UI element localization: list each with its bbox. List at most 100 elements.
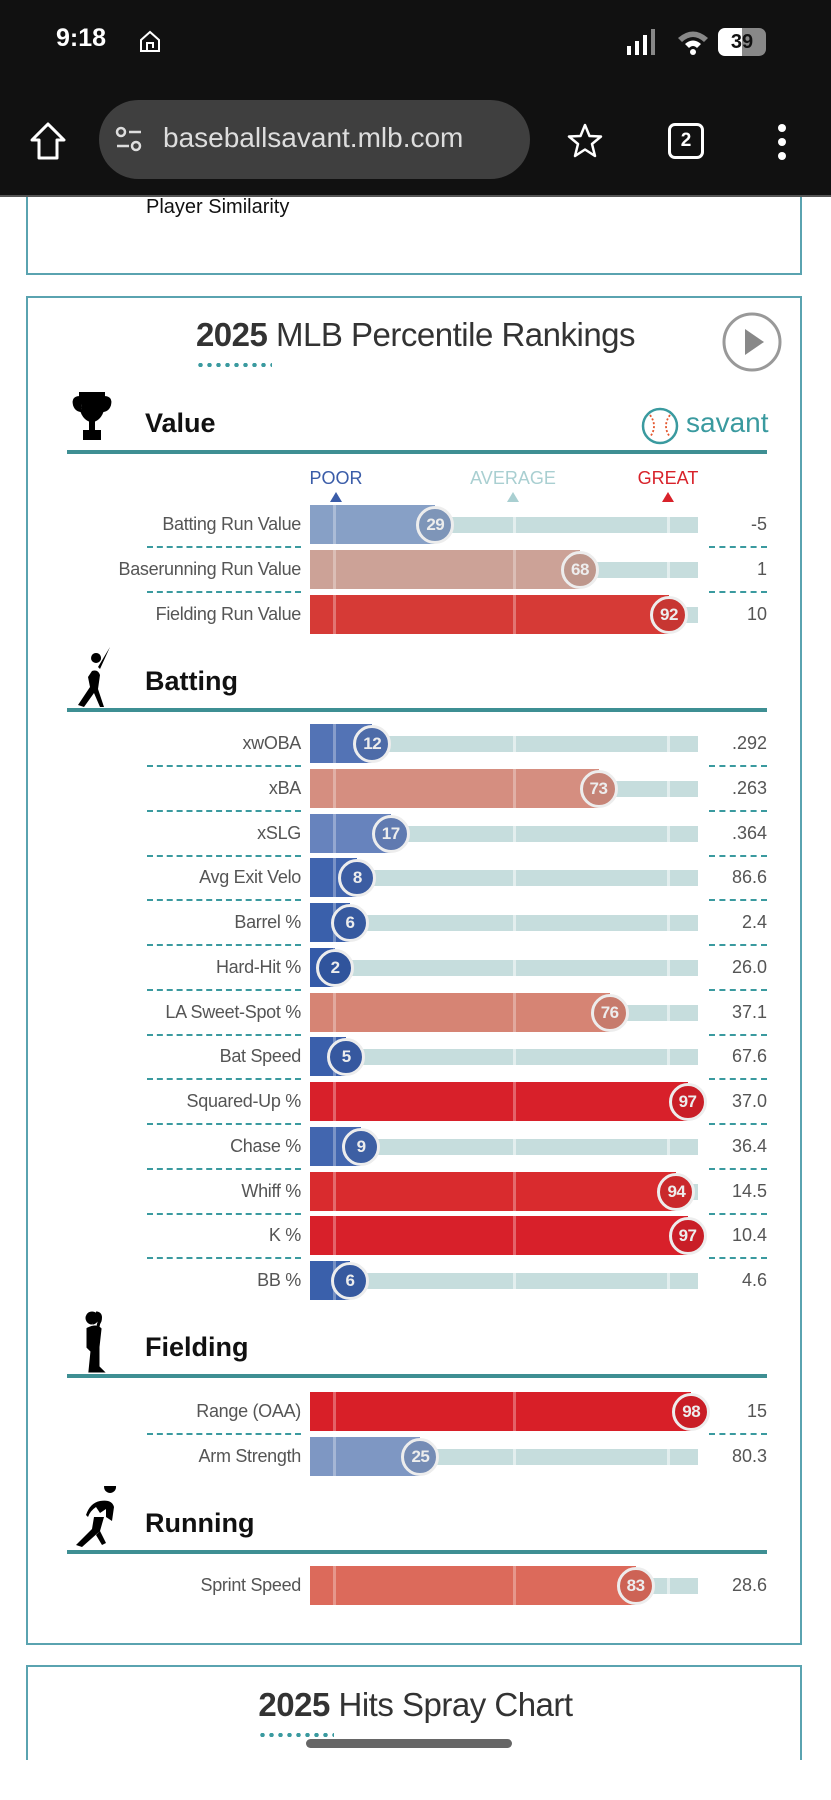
poor-gridline (333, 1392, 336, 1431)
percentile-badge: 29 (416, 506, 455, 544)
great-gridline (667, 825, 670, 842)
percentile-bar (310, 1566, 636, 1605)
percentile-row[interactable]: Baserunning Run Value 68 1 (0, 549, 831, 590)
great-gridline (667, 1004, 670, 1021)
row-separator (147, 1123, 301, 1125)
savant-brand: savant (686, 407, 769, 438)
poor-gridline (333, 505, 336, 544)
home-icon[interactable] (26, 120, 70, 164)
metric-value: 26.0 (731, 956, 767, 977)
percentile-row[interactable]: Hard-Hit % 2 26.0 (0, 947, 831, 988)
row-separator (709, 809, 767, 812)
percentile-track (372, 736, 698, 752)
percentile-row[interactable]: Arm Strength 25 80.3 (0, 1436, 831, 1477)
percentile-badge: 83 (616, 1567, 655, 1605)
metric-label: Squared-Up % (186, 1091, 302, 1111)
percentile-row[interactable]: xwOBA 12 .292 (0, 724, 831, 764)
scale-great-label: GREAT (637, 468, 699, 488)
percentile-row[interactable]: LA Sweet-Spot % 76 37.1 (0, 992, 831, 1033)
percentile-track (609, 1004, 698, 1021)
percentile-badge: 8 (338, 859, 377, 898)
percentile-row[interactable]: Avg Exit Velo 8 86.6 (0, 858, 831, 898)
home-gesture-bar[interactable] (306, 1739, 512, 1748)
percentile-row[interactable]: K % 97 10.4 (0, 1216, 831, 1256)
great-gridline (667, 959, 670, 976)
percentile-badge: 98 (672, 1393, 711, 1431)
player-similarity-link[interactable]: Player Similarity (146, 196, 290, 218)
fielder-icon (85, 1311, 106, 1373)
metric-value: 4.6 (741, 1270, 767, 1290)
percentile-row[interactable]: xSLG 17 .364 (0, 813, 831, 854)
address-bar[interactable]: baseballsavant.mlb.com (99, 100, 530, 179)
play-button-icon[interactable] (721, 311, 783, 373)
spray-title-underline-dots (258, 1733, 334, 1737)
average-gridline (513, 768, 516, 808)
metric-value: .292 (731, 733, 767, 753)
great-gridline (667, 561, 670, 578)
percentile-row[interactable]: Whiff % 94 14.5 (0, 1171, 831, 1212)
section-title-fielding: Fielding (145, 1332, 249, 1362)
batter-icon (78, 647, 110, 707)
percentile-bar (310, 768, 599, 808)
percentile-badge: 97 (668, 1217, 707, 1256)
metric-label: Batting Run Value (162, 514, 301, 534)
row-separator (147, 765, 301, 767)
great-gridline (667, 1273, 670, 1289)
site-settings-icon[interactable] (113, 124, 145, 156)
metric-label: Fielding Run Value (155, 603, 302, 624)
percentile-row[interactable]: Chase % 9 36.4 (0, 1126, 831, 1167)
row-separator (147, 1433, 301, 1435)
percentile-row[interactable]: Range (OAA) 98 15 (0, 1392, 831, 1432)
spray-title-year: 2025 (258, 1686, 330, 1723)
metric-value: .364 (731, 822, 767, 843)
poor-gridline (333, 724, 336, 763)
url-text[interactable]: baseballsavant.mlb.com (163, 122, 464, 153)
great-gridline (667, 1049, 670, 1066)
percentile-row[interactable]: xBA 73 .263 (0, 768, 831, 809)
bottom-area (0, 1760, 831, 1800)
percentile-bar (310, 594, 670, 634)
metric-value: 10.4 (731, 1225, 767, 1246)
percentile-track (420, 1448, 698, 1465)
percentile-bar (310, 992, 610, 1032)
home-status-icon (140, 30, 160, 52)
poor-gridline (333, 858, 336, 898)
percentile-badge: 25 (401, 1437, 440, 1476)
title-text: MLB Percentile Rankings (267, 316, 636, 353)
poor-gridline (333, 1216, 336, 1256)
percentile-row[interactable]: Sprint Speed 83 28.6 (0, 1566, 831, 1606)
trophy-icon (72, 392, 112, 440)
menu-icon[interactable] (772, 122, 792, 162)
percentile-row[interactable]: Batting Run Value 29 -5 (0, 505, 831, 545)
percentile-row[interactable]: Squared-Up % 97 37.0 (0, 1082, 831, 1122)
percentile-row[interactable]: Bat Speed 5 67.6 (0, 1037, 831, 1077)
percentile-badge: 9 (342, 1127, 381, 1166)
bookmark-star-icon[interactable] (566, 122, 604, 160)
percentile-row[interactable]: BB % 6 4.6 (0, 1261, 831, 1301)
card-title: 2025 MLB Percentile Rankings (0, 316, 831, 354)
section-divider (67, 708, 767, 712)
great-gridline (667, 1578, 670, 1594)
average-gridline (513, 992, 516, 1032)
metric-label: Bat Speed (219, 1046, 302, 1067)
metric-label: Barrel % (234, 912, 301, 932)
average-gridline (513, 1049, 516, 1066)
battery-indicator: 39 (718, 28, 766, 56)
row-separator (709, 1167, 767, 1170)
average-gridline (513, 549, 516, 589)
metric-value: 67.6 (731, 1046, 767, 1067)
poor-gridline (333, 594, 336, 634)
metric-value: 28.6 (731, 1575, 767, 1595)
percentile-row[interactable]: Barrel % 6 2.4 (0, 903, 831, 943)
average-gridline (513, 1171, 516, 1211)
metric-label: Range (OAA) (196, 1401, 301, 1421)
percentile-track (390, 825, 698, 842)
percentile-row[interactable]: Fielding Run Value 92 10 (0, 594, 831, 635)
metric-label: Avg Exit Velo (199, 867, 301, 888)
metric-value: 36.4 (731, 1135, 767, 1156)
average-gridline (513, 1138, 516, 1155)
average-gridline (513, 825, 516, 842)
tab-switcher-button[interactable]: 2 (668, 123, 704, 159)
average-gridline (513, 870, 516, 887)
great-gridline (667, 1448, 670, 1465)
